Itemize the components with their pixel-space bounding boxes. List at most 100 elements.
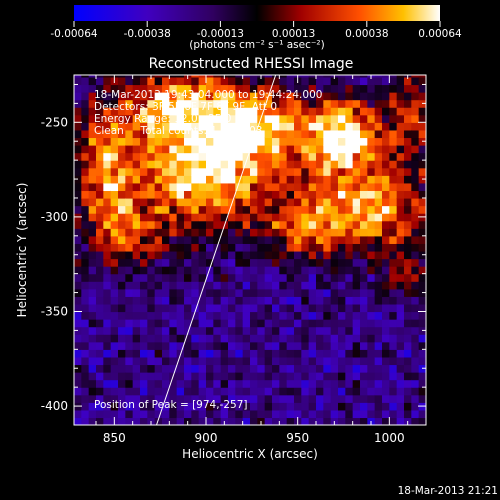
heatmap-cell: [323, 197, 332, 207]
heatmap-cell: [345, 220, 354, 229]
heatmap-cell: [220, 137, 229, 146]
heatmap-cell: [176, 417, 185, 425]
heatmap-cell: [264, 228, 273, 237]
heatmap-cell: [242, 349, 251, 358]
heatmap-cell: [330, 122, 339, 131]
heatmap-cell: [286, 258, 295, 267]
heatmap-cell: [118, 349, 126, 358]
heatmap-cell: [389, 75, 398, 78]
heatmap-cell: [176, 402, 185, 411]
heatmap-cell: [162, 356, 170, 366]
heatmap-cell: [198, 129, 207, 139]
heatmap-cell: [389, 303, 398, 313]
heatmap-cell: [162, 402, 170, 411]
heatmap-cell: [110, 167, 119, 176]
heatmap-cell: [191, 349, 200, 358]
heatmap-cell: [389, 114, 398, 123]
heatmap-cell: [374, 417, 383, 425]
heatmap-cell: [74, 197, 82, 207]
heatmap-cell: [198, 356, 207, 366]
heatmap-cell: [198, 311, 207, 320]
heatmap-cell: [88, 379, 97, 388]
heatmap-cell: [367, 182, 376, 192]
heatmap-cell: [206, 341, 214, 350]
colorbar-tick-label: 0.00013: [272, 28, 315, 40]
heatmap-cell: [118, 190, 126, 199]
heatmap-cell: [140, 311, 148, 320]
heatmap-cell: [411, 243, 420, 252]
heatmap-cell: [286, 417, 295, 425]
heatmap-cell: [184, 394, 192, 403]
heatmap-cell: [228, 152, 236, 161]
heatmap-cell: [169, 303, 178, 313]
heatmap-cell: [235, 160, 244, 169]
heatmap-cell: [191, 160, 200, 169]
heatmap-cell: [88, 137, 97, 146]
heatmap-cell: [140, 379, 148, 388]
heatmap-cell: [235, 311, 244, 320]
heatmap-cell: [140, 129, 148, 139]
heatmap-cell: [257, 356, 266, 366]
heatmap-cell: [330, 182, 339, 192]
heatmap-cell: [81, 213, 90, 222]
heatmap-cell: [206, 243, 214, 252]
heatmap-cell: [418, 394, 426, 403]
heatmap-cell: [308, 114, 317, 123]
heatmap-cell: [374, 409, 383, 419]
heatmap-cell: [176, 409, 185, 419]
heatmap-cell: [374, 75, 383, 78]
heatmap-cell: [382, 266, 390, 275]
heatmap-cell: [345, 213, 354, 222]
heatmap-cell: [374, 334, 383, 343]
heatmap-cell: [191, 387, 200, 396]
heatmap-cell: [191, 228, 200, 237]
heatmap-cell: [323, 75, 332, 78]
heatmap-cell: [125, 152, 134, 161]
heatmap-cell: [176, 145, 185, 154]
heatmap-cell: [294, 281, 302, 290]
heatmap-cell: [330, 250, 339, 260]
heatmap-cell: [411, 319, 420, 328]
heatmap-cell: [257, 129, 266, 139]
heatmap-cell: [154, 379, 163, 388]
heatmap-cell: [235, 205, 244, 214]
heatmap-cell: [257, 197, 266, 207]
heatmap-cell: [235, 364, 244, 373]
heatmap-cell: [411, 281, 420, 290]
heatmap-cell: [162, 250, 170, 260]
heatmap-cell: [352, 182, 361, 192]
heatmap-cell: [279, 334, 288, 343]
heatmap-cell: [110, 160, 119, 169]
heatmap-cell: [352, 379, 361, 388]
heatmap-cell: [301, 175, 310, 184]
heatmap-cell: [176, 129, 185, 139]
heatmap-cell: [382, 114, 390, 123]
heatmap-cell: [81, 228, 90, 237]
heatmap-cell: [330, 394, 339, 403]
heatmap-cell: [316, 296, 324, 305]
heatmap-cell: [418, 372, 426, 381]
heatmap-cell: [162, 137, 170, 146]
heatmap-cell: [81, 167, 90, 176]
heatmap-cell: [396, 243, 405, 252]
heatmap-cell: [345, 250, 354, 260]
heatmap-cell: [396, 213, 405, 222]
heatmap-cell: [404, 145, 412, 154]
heatmap-cell: [279, 167, 288, 176]
heatmap-cell: [286, 281, 295, 290]
heatmap-cell: [96, 394, 104, 403]
heatmap-cell: [411, 75, 420, 78]
heatmap-cell: [176, 266, 185, 275]
heatmap-cell: [323, 84, 332, 93]
heatmap-cell: [118, 319, 126, 328]
heatmap-cell: [198, 114, 207, 123]
heatmap-cell: [154, 122, 163, 131]
heatmap-cell: [88, 235, 97, 244]
heatmap-cell: [404, 281, 412, 290]
heatmap-cell: [118, 213, 126, 222]
heatmap-cell: [213, 364, 222, 373]
heatmap-cell: [389, 145, 398, 154]
heatmap-cell: [323, 311, 332, 320]
heatmap-cell: [228, 122, 236, 131]
heatmap-cell: [220, 387, 229, 396]
